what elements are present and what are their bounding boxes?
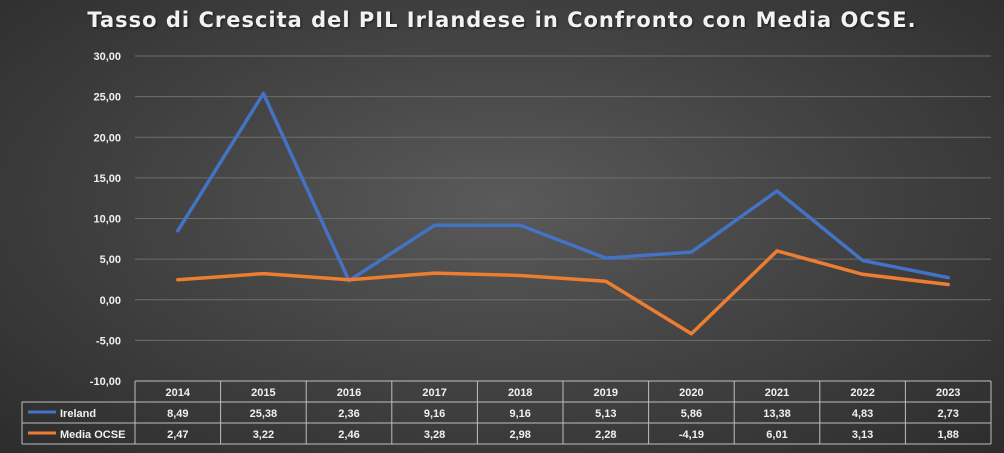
y-tick-label: 20,00 <box>93 132 121 144</box>
data-label: 2,36 <box>338 408 359 420</box>
y-axis: 30,00 25,00 20,00 15,00 10,00 5,00 0,00 -5,00 -1… <box>90 51 121 388</box>
y-tick-label: 15,00 <box>93 173 121 185</box>
data-label: 2,98 <box>509 429 530 441</box>
data-label: 8,49 <box>167 408 188 420</box>
data-label: 3,28 <box>424 429 445 441</box>
legend-label: Ireland <box>60 408 96 420</box>
series-lines <box>176 91 950 336</box>
x-category-label: 2015 <box>251 387 275 399</box>
series-line-ireland <box>176 91 950 283</box>
data-label: 2,73 <box>937 408 958 420</box>
y-tick-label: 0,00 <box>100 295 121 307</box>
gridlines <box>135 55 991 341</box>
legend-label: Media OCSE <box>60 429 125 441</box>
y-tick-label: 5,00 <box>100 254 121 266</box>
x-category-label: 2014 <box>166 387 191 399</box>
x-category-label: 2020 <box>679 387 703 399</box>
chart-title: Tasso di Crescita del PIL Irlandese in C… <box>87 8 917 32</box>
y-tick-label: 30,00 <box>93 51 121 63</box>
data-label: 6,01 <box>766 429 787 441</box>
y-tick-label: -5,00 <box>96 335 121 347</box>
data-label: 3,22 <box>253 429 274 441</box>
x-category-label: 2016 <box>337 387 361 399</box>
x-category-label: 2019 <box>594 387 618 399</box>
series-line-media-ocse <box>176 249 950 336</box>
x-category-label: 2022 <box>850 387 874 399</box>
data-label: 5,13 <box>595 408 616 420</box>
data-table: 2014 2015 2016 2017 2018 2019 2020 2021 2022 2023… <box>21 380 992 445</box>
y-tick-label: 10,00 <box>93 214 121 226</box>
data-label: 13,38 <box>763 408 791 420</box>
data-label: 9,16 <box>509 408 530 420</box>
data-label: 2,46 <box>338 429 359 441</box>
y-tick-label: -10,00 <box>90 376 121 388</box>
x-category-label: 2017 <box>422 387 446 399</box>
data-label: 2,28 <box>595 429 616 441</box>
x-category-label: 2018 <box>508 387 532 399</box>
y-tick-label: 25,00 <box>93 92 121 104</box>
data-label: -4,19 <box>679 429 704 441</box>
data-label: 2,47 <box>167 429 188 441</box>
x-category-label: 2021 <box>765 387 789 399</box>
data-label: 5,86 <box>681 408 702 420</box>
data-label: 25,38 <box>250 408 278 420</box>
data-label: 9,16 <box>424 408 445 420</box>
data-label: 3,13 <box>852 429 873 441</box>
data-label: 1,88 <box>937 429 958 441</box>
data-label: 4,83 <box>852 408 873 420</box>
x-category-label: 2023 <box>936 387 960 399</box>
